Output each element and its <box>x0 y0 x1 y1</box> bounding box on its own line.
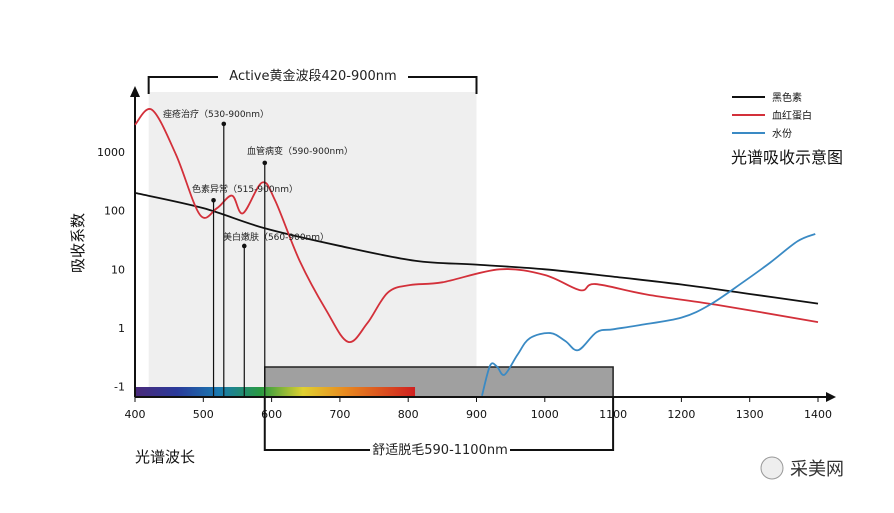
legend-label-melanin: 黑色素 <box>772 91 802 104</box>
annotation-label: 美白嫩肤（560-900nm） <box>223 231 329 243</box>
y-tick-label: 1000 <box>97 146 125 159</box>
active-band-shade <box>148 92 477 397</box>
series-line-1 <box>134 108 819 343</box>
x-tick-label: 1100 <box>599 408 627 421</box>
annotation-label: 血管病变（590-900nm） <box>247 145 353 157</box>
x-tick-label: 1300 <box>736 408 764 421</box>
annotation-dot <box>241 243 247 249</box>
annotation-label: 色素异常（515-900nm） <box>192 183 298 195</box>
hair-removal-bracket <box>263 397 615 451</box>
annotation-dot <box>262 160 268 166</box>
x-tick-label: 400 <box>125 408 146 421</box>
x-tick-label: 900 <box>466 408 487 421</box>
y-tick-label: 100 <box>104 205 125 218</box>
x-tick-label: 1200 <box>667 408 695 421</box>
y-axis-arrow-icon <box>130 86 140 97</box>
legend-label-water: 水份 <box>772 128 792 140</box>
active-band-bracket <box>147 76 478 94</box>
y-tick-label: 10 <box>111 263 125 276</box>
series-line-0 <box>134 192 819 305</box>
x-axis-title: 光谱波长 <box>135 448 195 466</box>
series-line-2 <box>481 233 816 397</box>
x-tick-label: 800 <box>398 408 419 421</box>
watermark: 采美网 <box>790 459 844 480</box>
annotation-label: 痤疮治疗（530-900nm） <box>163 108 269 120</box>
x-axis-arrow-icon <box>826 392 836 402</box>
chart-title: 光谱吸收示意图 <box>731 148 843 167</box>
legend-label-hemoglobin: 血红蛋白 <box>772 109 812 122</box>
annotation-dot <box>221 121 227 127</box>
y-tick-label: 1 <box>118 322 125 335</box>
visible-spectrum-bar <box>135 387 416 397</box>
x-tick-label: 700 <box>329 408 350 421</box>
y-tick-label: -1 <box>114 381 125 394</box>
region-active-label: Active黄金波段420-900nm <box>229 68 396 84</box>
x-tick-label: 1400 <box>804 408 832 421</box>
x-tick-label: 600 <box>261 408 282 421</box>
wechat-icon <box>760 456 784 480</box>
y-axis-title: 吸收系数 <box>69 213 87 273</box>
x-tick-label: 500 <box>193 408 214 421</box>
x-tick-label: 1000 <box>531 408 559 421</box>
region-hair-label: 舒适脱毛590-1100nm <box>372 443 508 458</box>
annotation-dot <box>211 197 216 203</box>
